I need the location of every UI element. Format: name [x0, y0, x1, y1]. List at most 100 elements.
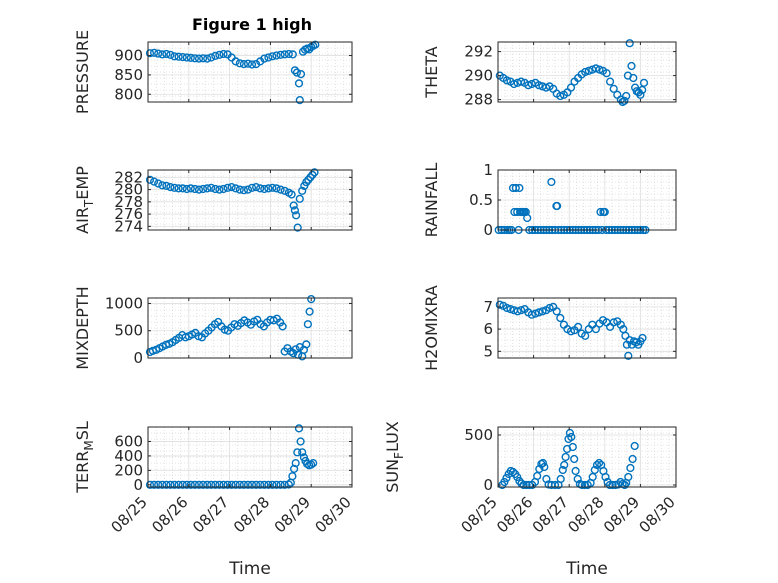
data-point — [252, 183, 261, 192]
x-tick-label: 08/30 — [312, 493, 355, 536]
data-point — [588, 472, 597, 482]
y-tick-label: 276 — [114, 205, 143, 223]
data-point — [186, 480, 195, 489]
y-axis-label: SUNFLUX — [383, 421, 406, 493]
data-point — [174, 480, 183, 489]
data-point — [568, 442, 577, 452]
data-point — [223, 480, 232, 489]
data-point — [545, 303, 554, 313]
data-point — [524, 81, 533, 90]
data-point — [293, 448, 302, 457]
data-point — [605, 77, 615, 86]
data-point — [219, 184, 228, 194]
data-point — [309, 459, 318, 468]
x-tick-label: 08/30 — [636, 493, 679, 536]
data-point — [150, 48, 159, 57]
data-point — [522, 480, 531, 490]
data-point — [540, 462, 549, 472]
data-point — [294, 424, 304, 433]
data-point — [170, 480, 179, 489]
x-tick-label: 08/29 — [271, 493, 314, 536]
data-point — [252, 480, 261, 489]
subplot-theta: 288 290 292 THETA — [422, 39, 677, 109]
axes-box — [147, 41, 353, 103]
data-point — [298, 448, 307, 457]
data-point — [272, 184, 281, 193]
data-point — [547, 177, 556, 187]
data-point — [295, 194, 304, 203]
data-point — [523, 213, 532, 223]
y-tick-label: 5 — [483, 342, 493, 360]
data-point — [303, 320, 313, 329]
data-point — [638, 85, 647, 95]
data-point — [550, 480, 560, 490]
data-point — [552, 201, 562, 211]
data-point — [288, 472, 297, 481]
data-point — [561, 452, 570, 462]
data-point — [621, 331, 630, 340]
data-point — [638, 333, 647, 343]
data-point — [502, 303, 512, 313]
plot-area — [498, 427, 676, 487]
data-point — [291, 459, 300, 468]
data-point — [624, 351, 633, 360]
data-point — [311, 40, 320, 49]
data-point — [199, 480, 208, 489]
data-point — [292, 68, 302, 77]
figure-title: Figure 1 high — [192, 15, 312, 34]
y-tick-label: 7 — [483, 298, 493, 316]
data-point — [207, 53, 216, 62]
plot-area — [498, 42, 676, 102]
data-point — [215, 185, 224, 194]
data-point — [511, 183, 520, 193]
y-tick-label: 400 — [114, 447, 143, 465]
data-point — [211, 184, 220, 194]
x-tick-label: 08/25 — [108, 493, 151, 536]
data-point — [235, 185, 244, 194]
data-point — [231, 480, 240, 489]
data-point — [573, 474, 582, 484]
data-point — [268, 183, 277, 192]
data-point — [307, 295, 316, 304]
data-point — [527, 310, 536, 319]
data-point — [556, 474, 565, 484]
data-point — [566, 327, 576, 336]
data-point — [289, 201, 298, 210]
data-point — [239, 59, 249, 69]
data-point — [280, 50, 289, 59]
data-point — [306, 173, 315, 182]
data-point — [515, 183, 524, 193]
data-point — [516, 306, 526, 315]
data-point — [264, 480, 273, 489]
data-point — [513, 307, 522, 316]
data-point — [601, 472, 610, 482]
y-tick-label: 1 — [483, 161, 493, 179]
data-point — [174, 184, 183, 193]
data-point — [287, 190, 296, 199]
data-point — [284, 49, 293, 59]
data-point — [235, 59, 244, 68]
data-point — [264, 184, 273, 193]
y-tick-label: 900 — [114, 47, 143, 65]
data-point — [608, 480, 617, 490]
data-point — [211, 480, 220, 489]
data-point — [190, 480, 200, 489]
data-point — [154, 179, 163, 188]
data-point — [591, 325, 601, 334]
data-point — [631, 338, 641, 347]
data-point — [570, 454, 579, 464]
data-point — [302, 178, 311, 187]
data-point — [577, 480, 587, 490]
y-tick-label: 288 — [464, 91, 493, 109]
x-tick-label: 08/26 — [148, 493, 191, 536]
y-tick-label: 278 — [114, 193, 143, 211]
data-point — [602, 69, 611, 78]
data-point — [239, 480, 249, 489]
data-point — [616, 320, 625, 329]
data-point — [290, 66, 300, 75]
data-point — [182, 53, 191, 62]
